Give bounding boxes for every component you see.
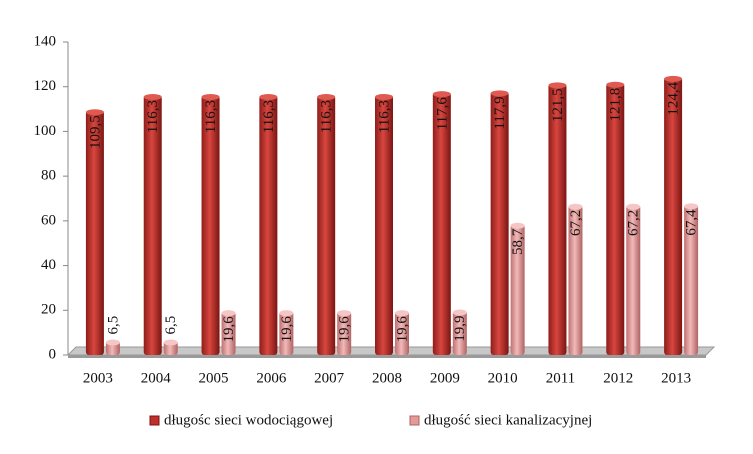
data-label: 19,6 [279, 316, 295, 343]
data-label: 121,8 [608, 88, 624, 122]
legend-label: długość sieci kanalizacyjnej [424, 412, 592, 428]
bar [626, 204, 641, 355]
bar-top [395, 310, 409, 317]
x-tick-label: 2003 [83, 370, 113, 386]
bar [317, 94, 336, 356]
bar [279, 311, 294, 355]
y-tick-label: 80 [41, 168, 56, 184]
bar-top [568, 203, 583, 210]
bar [606, 82, 625, 355]
bar-top [163, 339, 178, 346]
x-tick-label: 2013 [661, 370, 691, 386]
bar [395, 311, 409, 355]
bar-top [510, 222, 525, 229]
bar [490, 91, 509, 355]
bar-top [279, 310, 294, 317]
data-label: 116,3 [319, 100, 335, 133]
x-tick-label: 2007 [314, 370, 345, 386]
bar-top [259, 93, 278, 100]
data-label: 19,6 [221, 316, 237, 343]
bar-top [201, 93, 220, 100]
x-tick-label: 2006 [256, 370, 287, 386]
data-label: 19,6 [394, 316, 410, 343]
bar-top [548, 82, 567, 89]
y-tick-label: 40 [41, 257, 56, 273]
floor-edge [68, 355, 706, 358]
data-label: 67,2 [626, 210, 642, 236]
y-tick-label: 140 [34, 33, 57, 49]
bar-top [432, 91, 451, 98]
data-label: 117,6 [434, 97, 450, 131]
bar [568, 204, 583, 355]
bar [85, 110, 104, 355]
bar [432, 92, 451, 355]
y-tick-label: 120 [34, 78, 57, 94]
bar-top [684, 203, 699, 210]
bar [452, 310, 467, 355]
bar [337, 311, 352, 355]
bar-top [143, 93, 162, 100]
bar-top [317, 93, 336, 100]
bar [664, 76, 683, 356]
x-tick-label: 2010 [488, 370, 518, 386]
y-tick-label: 100 [34, 123, 57, 139]
bar-top [221, 310, 236, 317]
legend-label: długośc sieci wodociągowej [164, 412, 333, 428]
data-label: 124,4 [666, 81, 682, 115]
legend-swatch [149, 415, 160, 426]
bar [684, 204, 699, 355]
x-tick-label: 2009 [430, 370, 460, 386]
data-label: 58,7 [510, 228, 526, 255]
data-label: 116,3 [261, 100, 277, 133]
data-label: 6,5 [105, 316, 121, 335]
legend-swatch [409, 415, 420, 426]
bar [548, 83, 567, 355]
bar-top [606, 81, 625, 88]
bar-top [452, 309, 467, 316]
bar-top [490, 90, 509, 97]
bar-top [626, 203, 641, 210]
bar-top [375, 93, 393, 100]
data-label: 19,6 [337, 316, 353, 343]
y-tick-label: 20 [41, 302, 56, 318]
data-label: 19,9 [452, 316, 468, 342]
bar-top [664, 75, 683, 82]
data-label: 116,3 [145, 100, 161, 133]
bar [143, 94, 162, 356]
bar [510, 223, 525, 355]
data-label: 67,2 [568, 210, 584, 236]
data-label: 109,5 [87, 115, 103, 149]
bar-top [105, 339, 120, 346]
x-tick-label: 2004 [141, 370, 172, 386]
bar [201, 94, 220, 356]
y-tick-label: 0 [49, 346, 57, 362]
x-tick-label: 2008 [372, 370, 402, 386]
data-label: 117,9 [492, 96, 508, 129]
bar-top [337, 310, 352, 317]
y-tick-label: 60 [41, 212, 56, 228]
bar [259, 94, 278, 356]
x-tick-label: 2005 [199, 370, 229, 386]
data-label: 121,5 [550, 88, 566, 122]
x-tick-label: 2012 [603, 370, 633, 386]
bar [221, 311, 236, 355]
bar-top [85, 109, 104, 116]
bar [375, 94, 393, 356]
data-label: 67,4 [684, 209, 700, 236]
data-label: 116,3 [376, 100, 392, 133]
data-label: 116,3 [203, 100, 219, 133]
x-tick-label: 2011 [546, 370, 575, 386]
data-label: 6,5 [163, 316, 179, 335]
